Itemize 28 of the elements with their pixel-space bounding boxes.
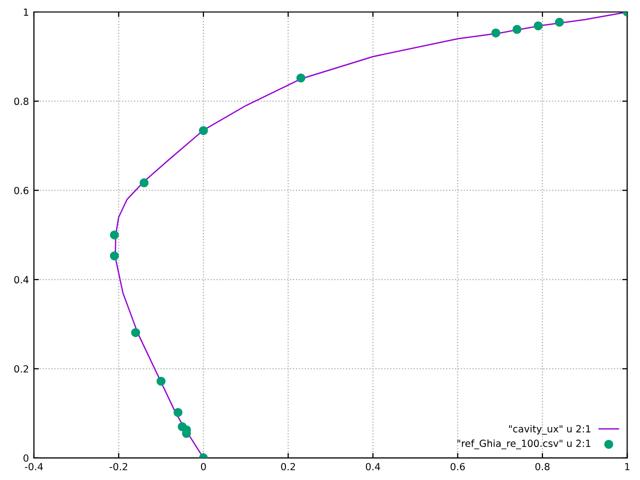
point xyxy=(110,230,119,240)
point xyxy=(554,18,564,27)
y-tick-label: 1 xyxy=(24,8,28,16)
point xyxy=(491,28,500,38)
point xyxy=(198,126,208,136)
x-tick-label: 1 xyxy=(625,463,630,470)
point xyxy=(140,178,149,188)
point xyxy=(534,21,543,30)
x-tick-label: -0.4 xyxy=(24,462,43,470)
y-tick-label: 0.6 xyxy=(14,186,28,194)
legend-label: "ref_Ghia_re_100.csv" u 2:1 xyxy=(458,439,590,450)
y-tick-label: 0 xyxy=(24,454,28,462)
point xyxy=(131,328,140,338)
y-tick-label: 0.2 xyxy=(14,365,28,373)
point xyxy=(512,24,522,34)
x-tick-label: 0.8 xyxy=(535,462,550,470)
x-tick-label: 0.4 xyxy=(366,462,380,470)
x-tick-label: 0 xyxy=(200,462,206,470)
y-tick-label: 0.4 xyxy=(14,276,29,284)
y-tick-label: 0.8 xyxy=(14,98,28,106)
x-tick-label: 0.2 xyxy=(281,462,295,470)
point xyxy=(296,73,306,82)
legend-label: "cavity_ux" u 2:1 xyxy=(509,424,590,435)
point xyxy=(110,251,119,260)
point xyxy=(174,408,182,417)
x-tick-label: -0.2 xyxy=(110,462,128,470)
point xyxy=(156,376,166,386)
x-tick-label: 0.6 xyxy=(450,462,465,470)
